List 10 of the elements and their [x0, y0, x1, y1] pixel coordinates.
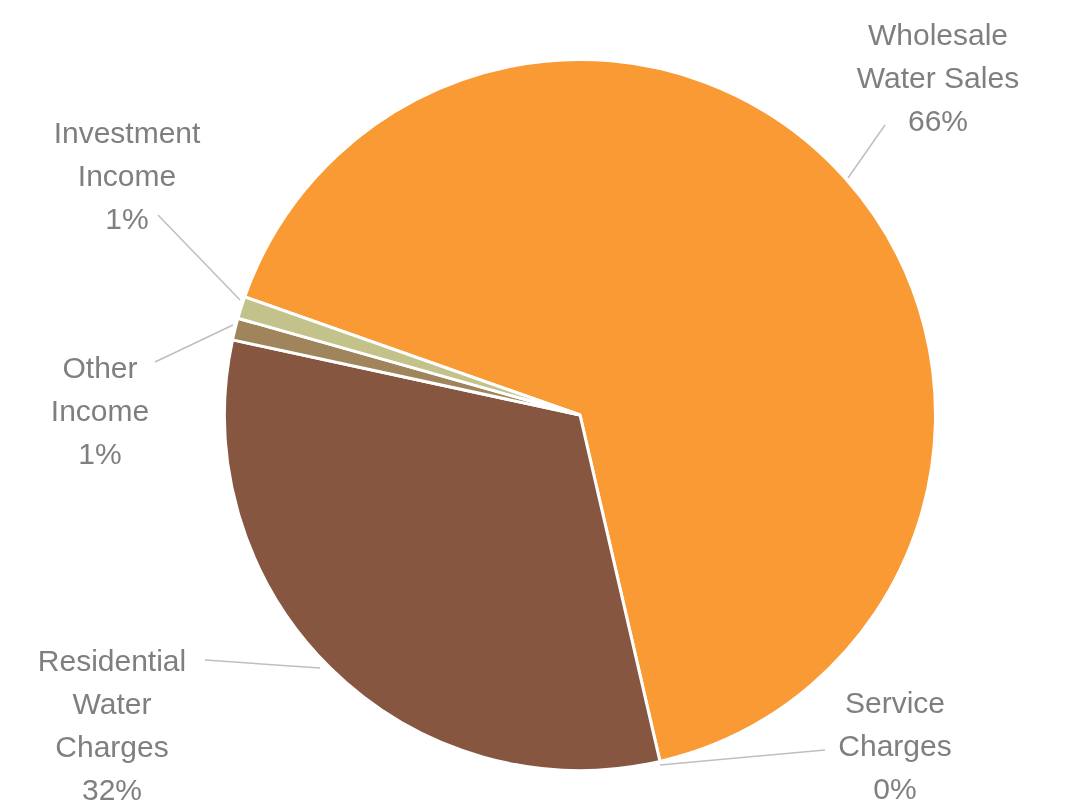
- slice-label: Other Income: [50, 351, 150, 428]
- slice-label: Residential Water Charges: [37, 644, 187, 764]
- category-label: Service Charges: [838, 686, 952, 763]
- data-label: 1%: [78, 437, 122, 471]
- data-label: 32%: [81, 773, 143, 807]
- data-label: 66%: [907, 104, 969, 138]
- slice-label: Wholesale Water Sales: [856, 18, 1020, 95]
- slice-label: Investment Income: [53, 116, 202, 193]
- data-label: 1%: [105, 202, 149, 236]
- text: 0%: [873, 772, 917, 806]
